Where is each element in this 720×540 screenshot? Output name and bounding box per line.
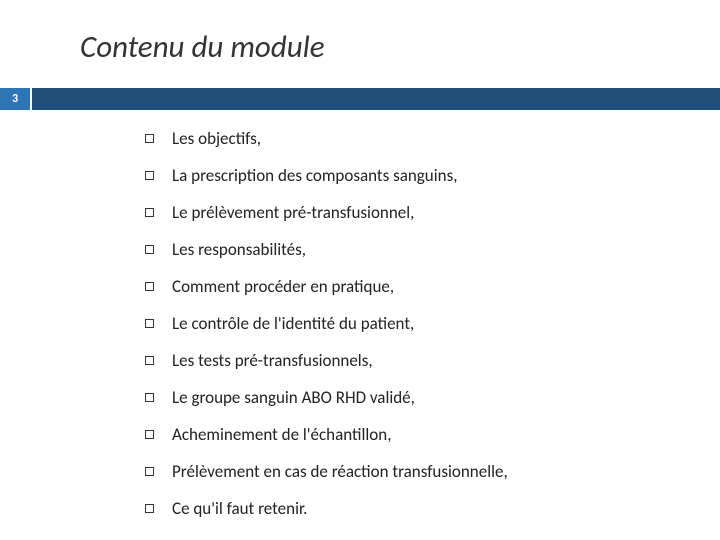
list-item: Le contrôle de l'identité du patient, [145, 313, 508, 334]
list-item-text: La prescription des composants sanguins, [172, 165, 457, 186]
square-bullet-icon [145, 319, 154, 328]
list-item: Acheminement de l'échantillon, [145, 424, 508, 445]
square-bullet-icon [145, 356, 154, 365]
square-bullet-icon [145, 393, 154, 402]
square-bullet-icon [145, 208, 154, 217]
list-item-text: Les objectifs, [172, 128, 261, 149]
square-bullet-icon [145, 282, 154, 291]
list-item: Ce qu'il faut retenir. [145, 498, 508, 519]
content-list: Les objectifs, La prescription des compo… [145, 128, 508, 535]
square-bullet-icon [145, 430, 154, 439]
list-item: Les responsabilités, [145, 239, 508, 260]
header-bar: 3 [0, 88, 720, 110]
list-item-text: Le groupe sanguin ABO RHD validé, [172, 387, 415, 408]
list-item: Prélèvement en cas de réaction transfusi… [145, 461, 508, 482]
header-bar-main [32, 88, 720, 110]
square-bullet-icon [145, 504, 154, 513]
square-bullet-icon [145, 134, 154, 143]
slide-number-box: 3 [0, 88, 30, 110]
list-item-text: Acheminement de l'échantillon, [172, 424, 391, 445]
list-item-text: Ce qu'il faut retenir. [172, 498, 307, 519]
slide-title: Contenu du module [80, 28, 325, 66]
square-bullet-icon [145, 171, 154, 180]
list-item: Les objectifs, [145, 128, 508, 149]
list-item: Comment procéder en pratique, [145, 276, 508, 297]
list-item-text: Prélèvement en cas de réaction transfusi… [172, 461, 508, 482]
list-item: Les tests pré-transfusionnels, [145, 350, 508, 371]
list-item-text: Les tests pré-transfusionnels, [172, 350, 373, 371]
list-item: La prescription des composants sanguins, [145, 165, 508, 186]
list-item: Le prélèvement pré-transfusionnel, [145, 202, 508, 223]
list-item-text: Le prélèvement pré-transfusionnel, [172, 202, 414, 223]
list-item-text: Comment procéder en pratique, [172, 276, 394, 297]
square-bullet-icon [145, 245, 154, 254]
list-item-text: Le contrôle de l'identité du patient, [172, 313, 414, 334]
list-item: Le groupe sanguin ABO RHD validé, [145, 387, 508, 408]
square-bullet-icon [145, 467, 154, 476]
list-item-text: Les responsabilités, [172, 239, 306, 260]
